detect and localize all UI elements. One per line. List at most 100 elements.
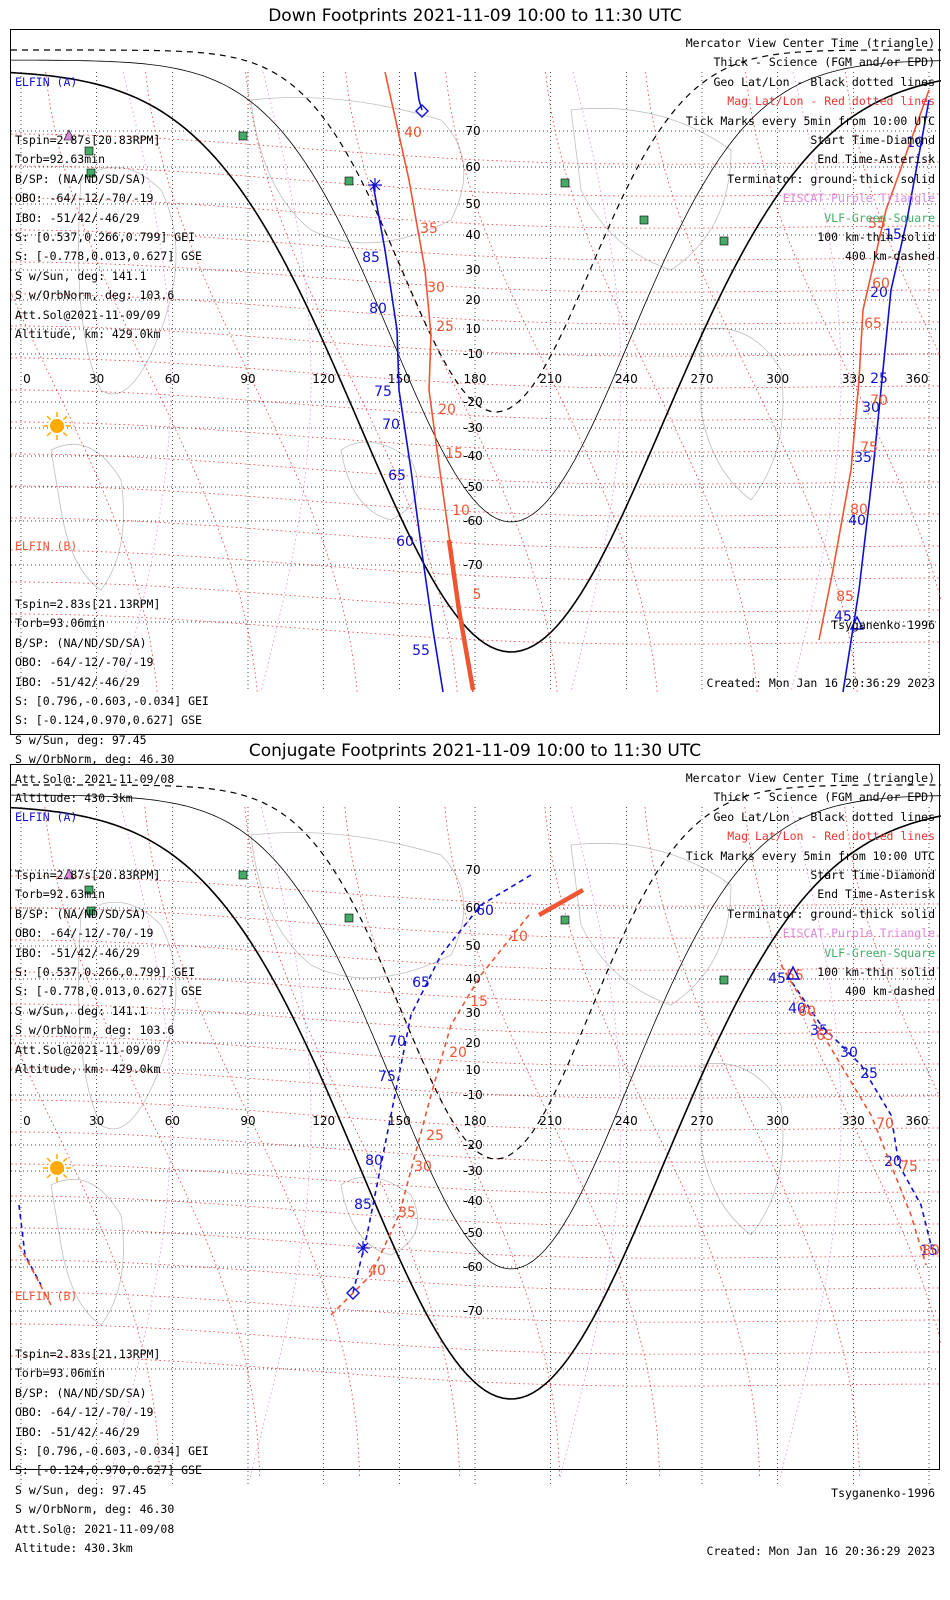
map-canvas-down: 0 30 60 90 120 150 180 210 240 270 300 330 360706050… (11, 49, 941, 693)
lon-tick-label: 90 (240, 372, 255, 386)
info-line: B/SP: (NA/ND/SD/SA) (15, 635, 147, 650)
vlf-station-square (84, 885, 94, 895)
lat-tick-label: 60 (465, 160, 480, 174)
eiscat-line (570, 71, 622, 693)
info-line: IBO: -51/42/-46/29 (15, 1424, 140, 1439)
lat-tick-label: 40 (465, 228, 480, 242)
elfin-b-track-tick-label: 5 (473, 587, 482, 603)
eiscat-triangle (63, 129, 75, 141)
info-line: S: [0.537,0.266,0.799] GEI (15, 965, 196, 980)
map-panel-down: 0 30 60 90 120 150 180 210 240 270 300 330 360 70 60 50… (10, 29, 941, 805)
center-time-triangle (849, 615, 865, 630)
coastline (570, 842, 732, 1006)
lon-tick-label: 60 (165, 1114, 180, 1128)
lat-tick-label: -70 (463, 1304, 483, 1318)
info-line: Torb=92.63min (15, 887, 106, 902)
lon-tick-label: 270 (691, 1114, 714, 1128)
info-line: Att.Sol@: 2021-11-09/08 (15, 1521, 175, 1536)
vlf-station-square (560, 178, 570, 188)
mag-lon-line (645, 71, 858, 693)
created-label: Created: Mon Jan 16 20:36:29 2023 (706, 1544, 935, 1559)
elfin-a-track-left (18, 1204, 42, 1286)
legend-entry: 100 km-thin solid (817, 230, 935, 245)
elfin-b-track-right-tick-label: 85 (836, 589, 854, 605)
lon-tick-label: 330 (842, 1114, 865, 1128)
map-panel-conjugate: 0 30 60 90 120 150 180 210 240 270 300 330 360 70 60 50… (10, 764, 941, 1558)
sun-icon (50, 419, 64, 433)
elfin-a-label: ELFIN (A) (15, 809, 78, 824)
info-line: OBO: -64/-12/-70/-19 (15, 655, 154, 670)
sun-ray (62, 1157, 68, 1163)
legend-entry: Start Time-Diamond (810, 133, 935, 148)
elfin-b-track-right-tick-label: 55 (868, 216, 886, 232)
elfin-a-track-right-tick-label: 15 (884, 227, 902, 243)
elfin-a-track-tick-label: 80 (365, 1153, 383, 1169)
elfin-b-track-tick-label: 30 (427, 280, 445, 296)
lat-tick-label: -50 (463, 480, 483, 494)
lat-tick-label: -50 (463, 1226, 483, 1240)
info-line: B/SP: (NA/ND/SD/SA) (15, 1385, 147, 1400)
lat-tick-label: 20 (465, 1036, 480, 1050)
coastline (340, 1176, 419, 1256)
elfin-b-track-tick-label: 20 (449, 1045, 467, 1061)
elfin-b-track-tick-label: 30 (414, 1159, 432, 1175)
info-line: IBO: -51/42/-46/29 (15, 945, 140, 960)
info-line: Torb=92.63min (15, 152, 106, 167)
coastline (78, 166, 177, 395)
lat-tick-label: -30 (463, 421, 483, 435)
mag-lon-line (11, 292, 158, 693)
info-line: IBO: -51/42/-46/29 (15, 674, 140, 689)
info-line: B/SP: (NA/ND/SD/SA) (15, 906, 147, 921)
lat-tick-label: -60 (463, 1260, 483, 1274)
mag-lon-line (11, 1034, 160, 1478)
coastline (50, 443, 124, 591)
lat-tick-label: 30 (465, 1006, 480, 1020)
mag-lon-line (245, 71, 458, 693)
legend-entry: Mercator View Center Time (triangle) (685, 36, 935, 50)
lon-tick-label: 330 (842, 372, 865, 386)
elfin-b-lines: Tspin=2.83s[21.13RPM] Torb=93.06min B/SP: … (15, 1345, 209, 1558)
info-line: OBO: -64/-12/-70/-19 (15, 191, 154, 206)
elfin-b-track-left (18, 1244, 52, 1306)
elfin-a-info-conjugate: ELFIN (A) Tspin=2.87s[20.83RPM] Torb=92.6… (15, 769, 202, 1118)
lat-tick-label: 70 (465, 863, 480, 877)
sun-ray (62, 431, 68, 437)
info-line: Att.Sol@2021-11-09/09 (15, 1042, 161, 1057)
elfin-b-track-right-tick-label: 75 (900, 1159, 918, 1175)
elfin-a-track-tick-label: 75 (374, 384, 392, 400)
lat-tick-label: -20 (463, 1138, 483, 1152)
info-line: S w/OrbNorm, deg: 46.30 (15, 752, 175, 767)
vlf-station-square (238, 870, 248, 880)
terminator-ground (11, 71, 941, 653)
footer-down: Tsyganenko-1996 Created: Mon Jan 16 20:3… (707, 577, 935, 732)
elfin-b-track (330, 914, 530, 1316)
elfin-b-track-tick-label: 35 (398, 1205, 416, 1221)
created-label: Created: Mon Jan 16 20:36:29 2023 (706, 675, 935, 690)
legend-entry: Mercator View Center Time (triangle) (685, 771, 935, 785)
elfin-b-track-science (537, 888, 585, 917)
info-line: Altitude: 430.3km (15, 1541, 133, 1556)
info-line: Tspin=2.83s[21.13RPM] (15, 597, 161, 612)
vlf-station-square (344, 176, 354, 186)
center-time-triangle (785, 965, 801, 980)
lat-tick-label: 70 (465, 124, 480, 138)
vlf-station-square (560, 915, 570, 925)
legend-entry: Thick - Science (FGM and/or EPD) (713, 790, 935, 805)
eiscat-triangle (63, 868, 75, 880)
legend-entry: VLF-Green-Square (824, 210, 935, 225)
info-line: S w/Sun, deg: 141.1 (15, 268, 147, 283)
legend-entry: End Time-Asterisk (817, 887, 935, 902)
mag-lon-line (44, 806, 260, 1478)
elfin-a-track-right (786, 974, 932, 1246)
elfin-a-track-tick-label: 85 (354, 1197, 372, 1213)
info-line: Altitude, km: 429.0km (15, 1062, 161, 1077)
mag-lon-line (445, 71, 658, 693)
sun-ray (46, 1173, 52, 1179)
elfin-a-label: ELFIN (A) (15, 74, 78, 89)
elfin-b-track-science (446, 539, 476, 691)
info-line: S w/OrbNorm, deg: 46.30 (15, 1502, 175, 1517)
info-line: S: [0.796,-0.603,-0.034] GEI (15, 694, 209, 709)
elfin-b-info-down: ELFIN (B) Tspin=2.83s[21.13RPM] Torb=93.0… (15, 498, 209, 847)
legend-entry: 400 km-dashed (844, 249, 935, 264)
elfin-a-track (372, 183, 444, 693)
